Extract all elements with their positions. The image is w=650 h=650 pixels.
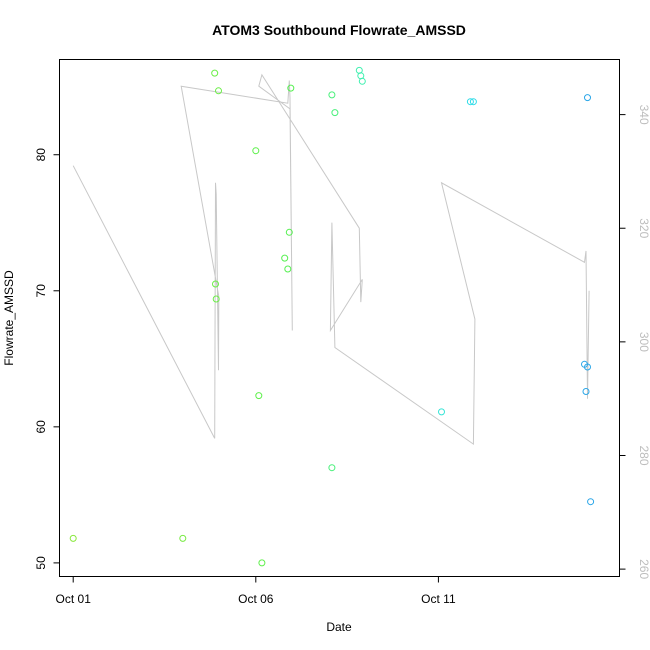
data-point — [438, 408, 445, 416]
x-tick-label: Oct 06 — [238, 592, 274, 606]
y-tick-label: 70 — [34, 284, 48, 298]
plot-area — [59, 59, 620, 577]
data-point — [179, 534, 187, 542]
data-point — [252, 147, 260, 155]
right-axis: 260 280 300 320 340 — [619, 105, 650, 579]
data-point — [258, 559, 266, 567]
y-tick-label: 60 — [34, 420, 48, 434]
x-tick-label: Oct 11 — [421, 592, 456, 606]
data-point — [215, 87, 222, 95]
data-point — [328, 464, 336, 472]
data-point — [328, 91, 336, 99]
data-point — [69, 534, 77, 542]
y-right-tick-label: 260 — [637, 559, 650, 579]
y-right-tick-label: 280 — [637, 445, 650, 465]
data-point — [281, 254, 289, 262]
chart-title: ATOM3 Southbound Flowrate_AMSSD — [212, 22, 466, 38]
data-point — [284, 265, 292, 273]
data-point — [582, 388, 590, 395]
data-point — [212, 295, 220, 303]
data-point — [211, 69, 219, 77]
data-point — [584, 94, 591, 102]
bottom-axis: Oct 01 Oct 06 Oct 11 — [56, 576, 456, 606]
data-point — [255, 392, 263, 400]
y-axis-label: Flowrate_AMSSD — [2, 270, 16, 366]
data-point — [287, 84, 295, 92]
y-right-tick-label: 320 — [637, 218, 650, 238]
data-point — [469, 98, 477, 106]
right-axis-line-layer — [72, 73, 590, 446]
x-tick-label: Oct 01 — [56, 592, 92, 606]
data-point — [285, 228, 293, 236]
y-tick-label: 80 — [34, 148, 48, 162]
data-point — [331, 109, 339, 117]
data-point — [212, 280, 219, 288]
data-point — [584, 363, 591, 371]
points-layer — [69, 66, 595, 567]
x-axis-label: Date — [326, 620, 352, 634]
y-right-tick-label: 340 — [637, 105, 650, 125]
right-axis-series-line — [72, 73, 590, 446]
y-tick-label: 50 — [34, 556, 48, 570]
data-point — [358, 77, 366, 85]
y-right-tick-label: 300 — [637, 332, 650, 352]
left-axis: 50 60 70 80 — [34, 148, 60, 570]
data-point — [466, 98, 474, 106]
data-point — [587, 498, 595, 506]
